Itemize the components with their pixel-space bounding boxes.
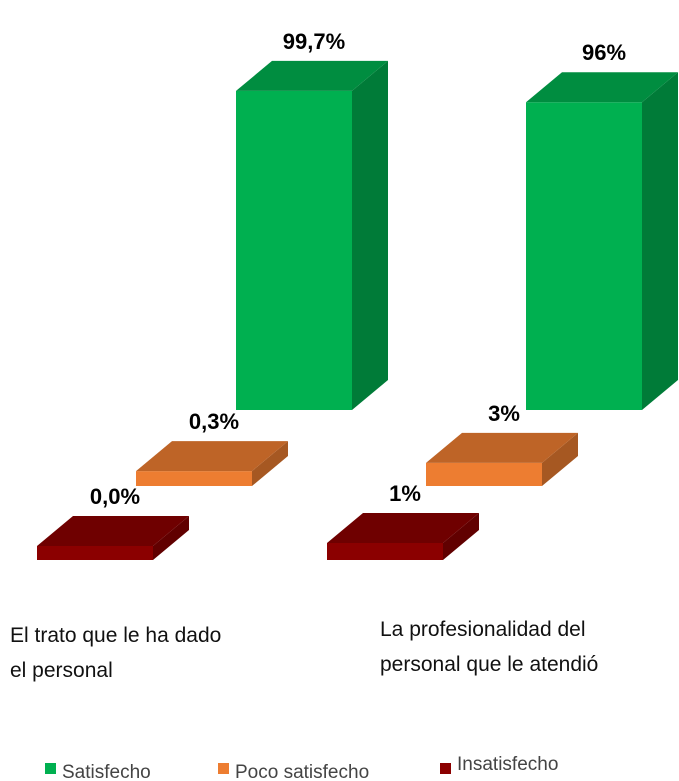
bar-top (327, 512, 479, 543)
bar-front (526, 102, 642, 411)
bar-side (153, 516, 189, 560)
bar (327, 512, 479, 560)
bar-side (642, 72, 678, 411)
bar-side (252, 441, 288, 486)
category-label: El trato que le ha dado el personal (10, 624, 222, 682)
bar (526, 72, 678, 411)
bar-top (526, 72, 678, 103)
bar-front (426, 462, 542, 486)
value-label: 99,7% (283, 29, 345, 54)
bar-top (37, 516, 189, 546)
value-label: 1% (389, 481, 421, 506)
value-label: 0,3% (189, 409, 239, 434)
legend-label: Satisfecho (62, 762, 151, 781)
bar-front (236, 90, 352, 410)
value-label: 3% (488, 401, 520, 426)
bar-front (327, 542, 443, 560)
bar-top (236, 60, 388, 91)
bar-top (136, 441, 288, 472)
legend-swatch (440, 763, 451, 774)
bar (426, 432, 578, 486)
bar-side (542, 432, 578, 486)
bar-side (352, 60, 388, 410)
legend-label: Poco satisfecho (235, 762, 369, 781)
bar-front (136, 471, 252, 486)
bar-top (426, 432, 578, 463)
legend-swatch (45, 763, 56, 774)
category-label: La profesionalidad del personal que le a… (380, 618, 599, 676)
value-label: 0,0% (90, 484, 140, 509)
bar-front (37, 546, 153, 560)
bar-side (443, 512, 479, 560)
bar (136, 441, 288, 486)
bar (37, 516, 189, 560)
legend-label: Insatisfecho (457, 754, 558, 775)
value-label: 96% (582, 40, 626, 65)
legend-swatch (218, 763, 229, 774)
bar (236, 60, 388, 410)
